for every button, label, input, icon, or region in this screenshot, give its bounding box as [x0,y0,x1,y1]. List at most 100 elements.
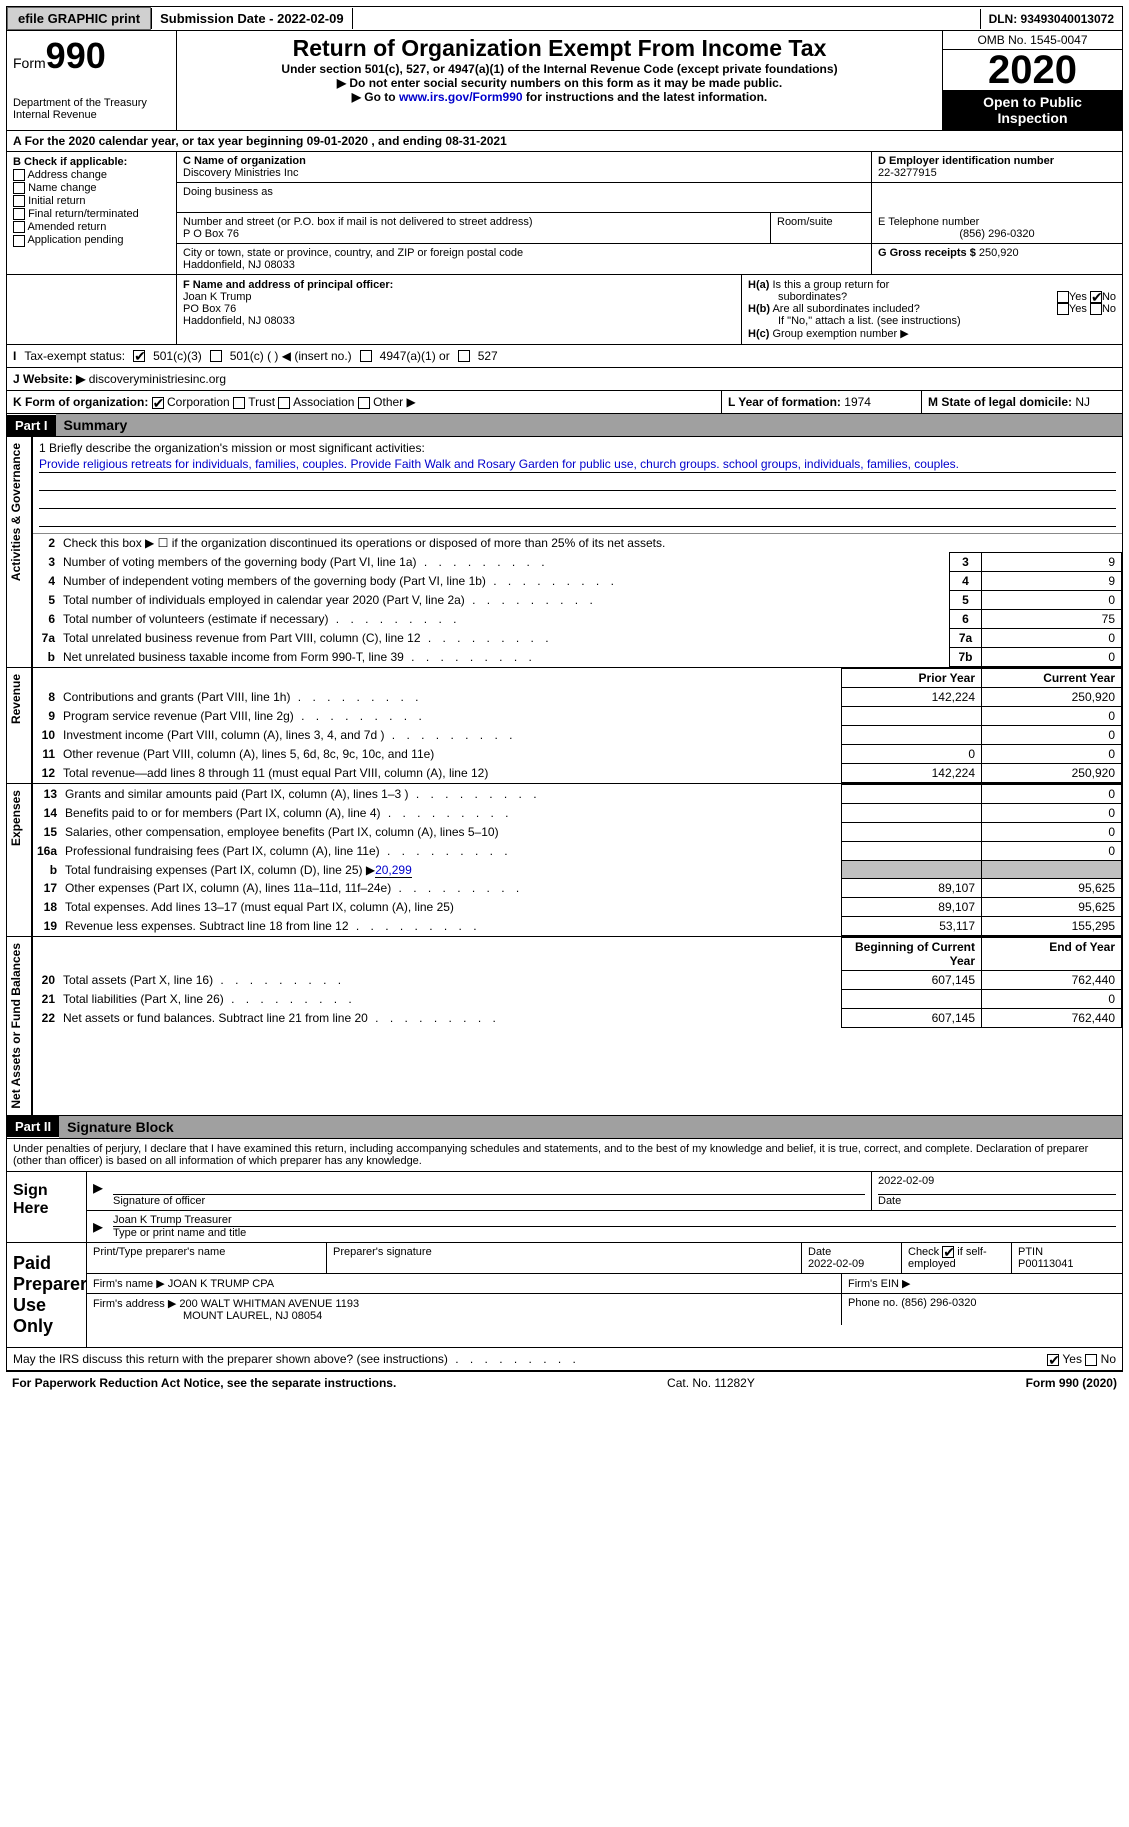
tax-year: 2020 [943,50,1122,90]
cb-address-change[interactable]: Address change [13,169,170,181]
prep-sig-label: Preparer's signature [333,1246,432,1258]
cb-corp[interactable] [152,397,164,409]
efile-print-button[interactable]: efile GRAPHIC print [7,7,151,30]
ha-text2: subordinates? [748,291,847,303]
paid-preparer-label: Paid Preparer Use Only [7,1243,87,1347]
officer-city: Haddonfield, NJ 08033 [183,315,735,327]
sig-date-value: 2022-02-09 [878,1175,1116,1195]
cb-amended-return[interactable]: Amended return [13,221,170,233]
officer-name-title: Joan K Trump Treasurer [113,1214,1116,1227]
4947-label: 4947(a)(1) or [380,349,450,363]
side-expenses: Expenses [6,784,32,937]
j-title: Website: ▶ [23,372,85,386]
501c3-label: 501(c)(3) [153,349,202,363]
tax-year-text: For the 2020 calendar year, or tax year … [25,134,507,148]
l-title: L Year of formation: [728,395,841,409]
line7a: Total unrelated business revenue from Pa… [59,629,950,648]
other-label: Other ▶ [373,395,416,409]
side-netassets: Net Assets or Fund Balances [6,937,32,1116]
form-header: Form990 Department of the Treasury Inter… [6,31,1123,131]
hb-no-cb[interactable] [1090,303,1102,315]
phone-value: (856) 296-0320 [878,228,1116,240]
prep-selfemp: Check if self-employed [908,1246,987,1270]
part2-title: Signature Block [59,1116,1122,1138]
cb-501c3[interactable] [133,350,145,362]
declaration-text: Under penalties of perjury, I declare th… [6,1139,1123,1172]
cb-initial-return[interactable]: Initial return [13,195,170,207]
sig-date-label: Date [878,1195,901,1207]
d-title: D Employer identification number [878,155,1116,167]
ptin-label: PTIN [1018,1246,1043,1258]
cb-trust[interactable] [233,397,245,409]
prep-date-value: 2022-02-09 [808,1258,864,1270]
hc-text: Group exemption number ▶ [772,328,908,340]
hb-yes-cb[interactable] [1057,303,1069,315]
cb-other[interactable] [358,397,370,409]
irs-link[interactable]: www.irs.gov/Form990 [399,90,523,104]
name-change-label: Name change [28,182,97,194]
line7b: Net unrelated business taxable income fr… [59,648,950,667]
cb-527[interactable] [458,350,470,362]
may-discuss-text: May the IRS discuss this return with the… [13,1352,580,1366]
line3: Number of voting members of the governin… [59,553,950,572]
ha-no-cb[interactable] [1090,291,1102,303]
cb-501c[interactable] [210,350,222,362]
line4: Number of independent voting members of … [59,572,950,591]
k-title: K Form of organization: [13,395,148,409]
revenue-table: Prior YearCurrent Year 8Contributions an… [33,668,1122,783]
line2: Check this box ▶ ☐ if the organization d… [59,534,1122,553]
cb-assoc[interactable] [278,397,290,409]
c-title: C Name of organization [183,155,865,167]
netassets-table: Beginning of Current YearEnd of Year 20T… [33,937,1122,1028]
gross-receipts: 250,920 [979,247,1019,259]
section-b: B Check if applicable: Address change Na… [7,152,177,274]
expenses-table: 13Grants and similar amounts paid (Part … [33,784,1122,936]
address-change-label: Address change [27,169,107,181]
inspection-1: Open to Public [983,94,1082,110]
prior-year-hdr: Prior Year [842,669,982,688]
org-name: Discovery Ministries Inc [183,167,865,179]
firm-addr-value: 200 WALT WHITMAN AVENUE 1193 [179,1298,359,1310]
initial-return-label: Initial return [28,195,85,207]
assoc-label: Association [293,395,354,409]
may-yes-cb[interactable] [1047,1354,1059,1366]
cb-final-return[interactable]: Final return/terminated [13,208,170,220]
cb-4947[interactable] [360,350,372,362]
goto-prefix: ▶ Go to [352,90,399,104]
side-revenue: Revenue [6,668,32,784]
name-print-label: Type or print name and title [113,1227,246,1239]
formation-year: 1974 [844,395,871,409]
501c-label: 501(c) ( ) ◀ (insert no.) [230,349,352,363]
h-note: If "No," attach a list. (see instruction… [748,315,1116,327]
addr-value: P O Box 76 [183,228,764,240]
f-title: F Name and address of principal officer: [183,279,735,291]
firm-phone-value: (856) 296-0320 [901,1297,976,1309]
g-title: G Gross receipts $ [878,247,976,259]
cb-application-pending[interactable]: Application pending [13,234,170,246]
governance-table: 2Check this box ▶ ☐ if the organization … [33,534,1122,667]
dln: DLN: 93493040013072 [980,9,1122,29]
form-number: 990 [46,35,106,76]
may-no-cb[interactable] [1085,1354,1097,1366]
application-pending-label: Application pending [27,234,123,246]
footer-center: Cat. No. 11282Y [667,1376,755,1390]
line6: Total number of volunteers (estimate if … [59,610,950,629]
part1-label: Part I [7,415,56,436]
527-label: 527 [478,349,498,363]
line5: Total number of individuals employed in … [59,591,950,610]
submission-date: Submission Date - 2022-02-09 [151,8,353,29]
form-title: Return of Organization Exempt From Incom… [181,35,938,62]
firm-addr-label: Firm's address ▶ [93,1298,176,1310]
prep-date-label: Date [808,1246,831,1258]
line3-val: 9 [982,553,1122,572]
footer-right: Form 990 (2020) [1026,1376,1117,1390]
cb-name-change[interactable]: Name change [13,182,170,194]
addr-label: Number and street (or P.O. box if mail i… [183,216,764,228]
ein-value: 22-3277915 [878,167,1116,179]
irs-label: Internal Revenue [13,109,170,121]
sign-caret-icon-2: ▸ [87,1211,107,1242]
firm-name-label: Firm's name ▶ [93,1278,165,1290]
sign-caret-icon: ▸ [87,1172,107,1210]
ha-yes-cb[interactable] [1057,291,1069,303]
subtitle-2: ▶ Do not enter social security numbers o… [181,76,938,90]
